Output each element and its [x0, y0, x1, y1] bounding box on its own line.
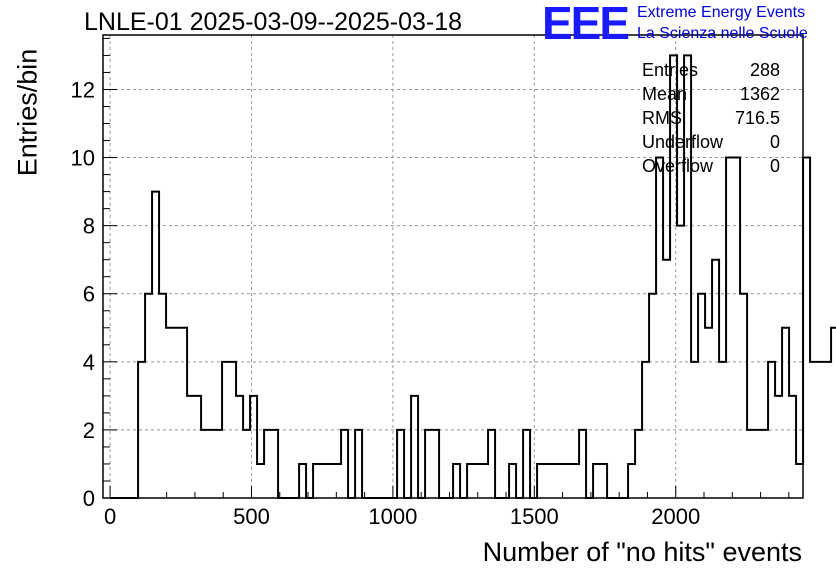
stats-box: Entries 288 Mean 1362 RMS 716.5 Underflow 0 … — [642, 58, 780, 178]
stats-row-entries: Entries 288 — [642, 58, 780, 82]
stats-row-rms: RMS 716.5 — [642, 106, 780, 130]
x-tick-label: 500 — [233, 504, 270, 529]
x-tick-label: 0 — [104, 504, 116, 529]
chart-title: LNLE-01 2025-03-09--2025-03-18 — [84, 8, 463, 36]
stats-label: RMS — [642, 108, 682, 128]
stats-label: Mean — [642, 84, 688, 104]
x-tick-label: 1000 — [368, 504, 417, 529]
stats-row-overflow: Overflow 0 — [642, 154, 780, 178]
logo-line-1: Extreme Energy Events — [637, 4, 806, 21]
y-tick-label: 10 — [71, 146, 95, 171]
stats-row-mean: Mean 1362 — [642, 82, 780, 106]
stats-value: 0 — [769, 156, 780, 176]
y-axis-label: Entries/bin — [12, 48, 43, 177]
y-tick-label: 12 — [71, 77, 95, 102]
y-tick-label: 2 — [83, 418, 95, 443]
y-tick-label: 6 — [83, 282, 95, 307]
x-tick-label: 2000 — [651, 504, 700, 529]
stats-row-underflow: Underflow 0 — [642, 130, 780, 154]
stats-value: 0 — [769, 132, 780, 152]
histogram-series — [110, 54, 836, 499]
y-tick-label: 8 — [83, 214, 95, 239]
stats-value: 716.5 — [734, 108, 780, 128]
stats-label: Overflow — [642, 156, 714, 176]
y-tick-label: 0 — [83, 486, 95, 511]
logo-line-2: La Scienza nelle Scuole — [637, 25, 808, 42]
eee-logo: EEE — [542, 0, 630, 49]
stats-value: 1362 — [739, 84, 780, 104]
stats-label: Underflow — [642, 132, 724, 152]
y-tick-label: 4 — [83, 350, 95, 375]
x-tick-label: 1500 — [510, 504, 559, 529]
x-axis-label: Number of "no hits" events — [482, 537, 802, 567]
stats-label: Entries — [642, 60, 699, 80]
stats-value: 288 — [749, 60, 780, 80]
plot-frame — [102, 34, 804, 499]
